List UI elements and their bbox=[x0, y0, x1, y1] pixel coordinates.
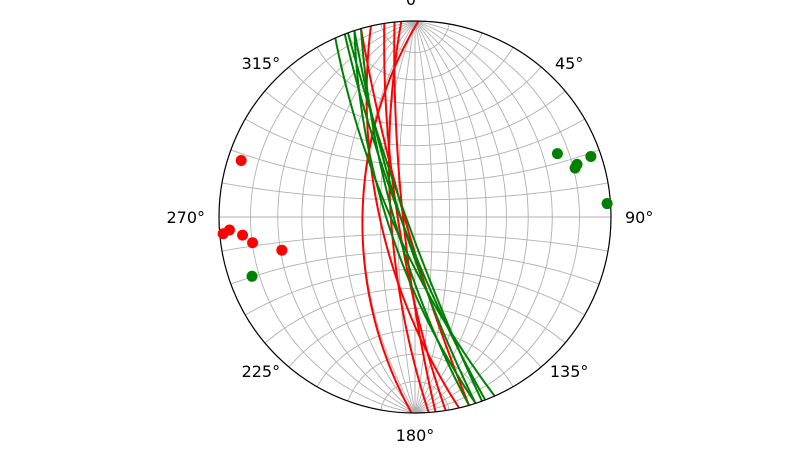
great-circle-series-1 bbox=[359, 28, 470, 406]
poles bbox=[217, 148, 613, 282]
great-circle-series-1 bbox=[361, 21, 420, 413]
great-circle-series-2 bbox=[359, 28, 470, 406]
pole-point-series-1 bbox=[247, 237, 259, 249]
great-circle-series-1 bbox=[393, 22, 437, 413]
pole-point-series-1 bbox=[235, 155, 247, 167]
great-circle-series-1 bbox=[383, 23, 447, 411]
pole-point-series-2 bbox=[601, 198, 613, 210]
azimuth-label: 270° bbox=[166, 208, 205, 227]
stereonet-grid bbox=[219, 21, 611, 413]
azimuth-label: 0° bbox=[406, 0, 424, 9]
primitive-circle bbox=[218, 20, 612, 414]
pole-point-series-1 bbox=[276, 244, 288, 256]
pole-point-series-2 bbox=[246, 270, 258, 282]
azimuth-label: 315° bbox=[242, 54, 281, 73]
pole-point-series-2 bbox=[585, 150, 597, 162]
azimuth-label: 225° bbox=[242, 362, 281, 381]
pole-point-series-2 bbox=[551, 148, 563, 160]
azimuth-label: 45° bbox=[555, 54, 583, 73]
azimuth-label: 90° bbox=[625, 208, 653, 227]
pole-point-series-1 bbox=[237, 229, 249, 241]
pole-point-series-2 bbox=[569, 162, 581, 174]
azimuth-label: 180° bbox=[396, 426, 435, 445]
azimuth-label: 135° bbox=[550, 362, 589, 381]
azimuth-labels: 0° 45° 90° 135° 180° 225° 270° 315° bbox=[166, 0, 653, 445]
great-circles bbox=[334, 21, 496, 413]
pole-point-series-1 bbox=[217, 228, 229, 240]
